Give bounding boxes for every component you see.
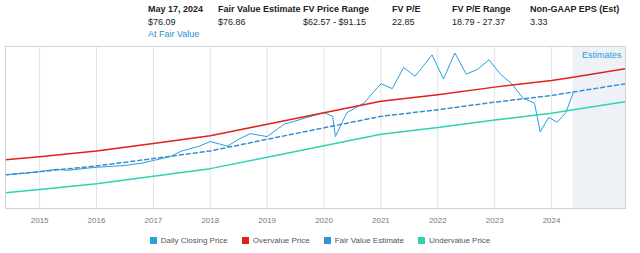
html-text:Fair Value Estimate: Fair Value Estimate [334,235,404,245]
html-text:Non-GAAP EPS (Est): Non-GAAP EPS (Est) [530,4,620,14]
html-text:Overvalue Price: Overvalue Price [252,235,310,245]
svg-text:2023: 2023 [486,216,504,225]
html-text:FV P/E: FV P/E [392,4,421,14]
html-text:FV P/E Range: FV P/E Range [452,4,511,14]
svg-text:2016: 2016 [88,216,106,225]
html-text:May 17, 2024: May 17, 2024 [148,4,203,14]
svg-text:Estimates: Estimates [582,50,622,60]
html-text:Fair Value Estimate: Fair Value Estimate [218,4,301,14]
svg-text:2024: 2024 [543,216,561,225]
html-text:$76.86: $76.86 [218,17,246,27]
svg-text:2020: 2020 [315,216,333,225]
html-text:FV Price Range: FV Price Range [303,4,369,14]
html-text:$62.57 - $91.15: $62.57 - $91.15 [303,17,367,27]
svg-text:2021: 2021 [372,216,390,225]
svg-text:2022: 2022 [429,216,447,225]
html-text:Undervalue Price: Undervalue Price [429,235,491,245]
svg-text:2019: 2019 [258,216,276,225]
html-text:22.85: 22.85 [392,17,415,27]
html-text:Daily Closing Price: Daily Closing Price [160,235,228,245]
html-text:$76.09: $76.09 [148,17,176,27]
html-text:At Fair Value: At Fair Value [148,29,200,39]
html-text:3.33: 3.33 [530,17,548,27]
svg-text:2017: 2017 [144,216,162,225]
svg-text:2018: 2018 [201,216,219,225]
html-text:18.79 - 27.37: 18.79 - 27.37 [452,17,505,27]
svg-text:2015: 2015 [31,216,49,225]
